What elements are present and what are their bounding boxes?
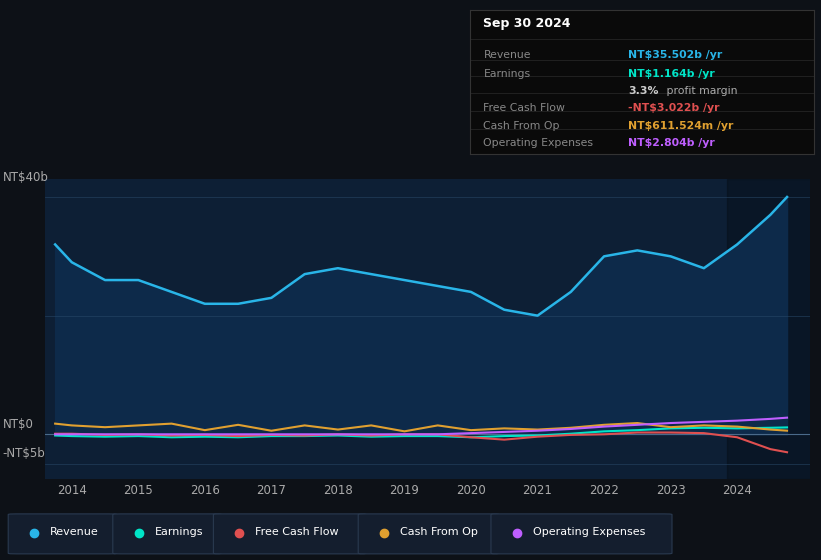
Text: -NT$3.022b /yr: -NT$3.022b /yr: [628, 103, 720, 113]
Text: NT$35.502b /yr: NT$35.502b /yr: [628, 50, 722, 60]
Text: Free Cash Flow: Free Cash Flow: [484, 103, 566, 113]
Text: Earnings: Earnings: [154, 528, 203, 538]
FancyBboxPatch shape: [213, 514, 366, 554]
Text: NT$2.804b /yr: NT$2.804b /yr: [628, 138, 715, 148]
Text: 3.3%: 3.3%: [628, 86, 658, 96]
Text: Cash From Op: Cash From Op: [484, 121, 560, 131]
Text: Sep 30 2024: Sep 30 2024: [484, 17, 571, 30]
Text: NT$1.164b /yr: NT$1.164b /yr: [628, 69, 715, 79]
Bar: [727, 179, 817, 479]
Text: Revenue: Revenue: [50, 528, 99, 538]
Text: profit margin: profit margin: [663, 86, 737, 96]
Text: NT$40b: NT$40b: [2, 171, 48, 184]
Text: Earnings: Earnings: [484, 69, 530, 79]
Text: -NT$5b: -NT$5b: [2, 447, 45, 460]
Text: Operating Expenses: Operating Expenses: [533, 528, 645, 538]
FancyBboxPatch shape: [8, 514, 117, 554]
FancyBboxPatch shape: [491, 514, 672, 554]
Text: Operating Expenses: Operating Expenses: [484, 138, 594, 148]
FancyBboxPatch shape: [112, 514, 222, 554]
Text: Revenue: Revenue: [484, 50, 531, 60]
Text: NT$0: NT$0: [2, 418, 34, 431]
Text: Cash From Op: Cash From Op: [400, 528, 478, 538]
Text: NT$611.524m /yr: NT$611.524m /yr: [628, 121, 734, 131]
FancyBboxPatch shape: [358, 514, 499, 554]
Text: Free Cash Flow: Free Cash Flow: [255, 528, 339, 538]
